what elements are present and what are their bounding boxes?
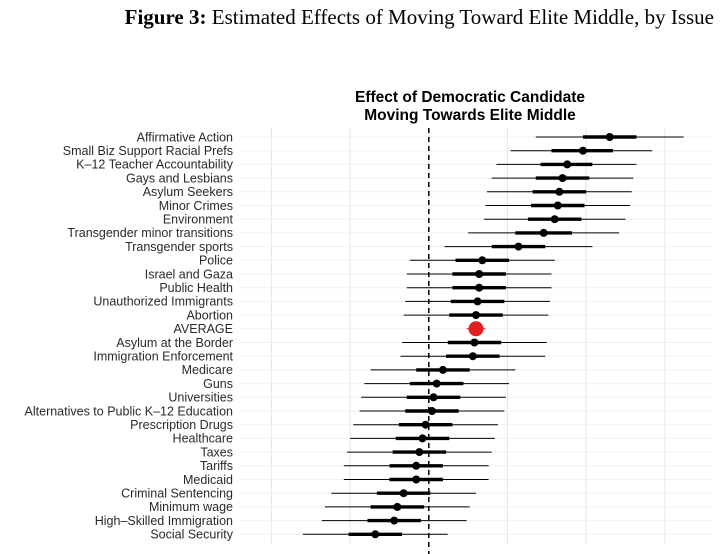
issue-label: AVERAGE: [173, 322, 233, 336]
chart-title: Effect of Democratic Candidate Moving To…: [355, 89, 585, 124]
issue-label: Social Security: [150, 528, 233, 542]
issue-label: Israel and Gaza: [145, 267, 233, 281]
point-estimate: [558, 174, 567, 183]
issue-estimate: [302, 530, 448, 539]
chart-title-line-1: Effect of Democratic Candidate: [355, 89, 585, 106]
issue-estimate: [359, 407, 505, 415]
figure-caption-text: Estimated Effects of Moving Toward Elite…: [211, 5, 714, 29]
issue-estimate: [321, 516, 467, 525]
issue-label: Healthcare: [173, 432, 233, 446]
issue-estimate: [402, 338, 547, 347]
point-estimate: [475, 283, 484, 292]
point-estimate: [539, 228, 548, 237]
point-estimate: [418, 434, 427, 443]
point-estimate: [427, 407, 436, 415]
point-estimate: [468, 352, 477, 361]
issue-estimate: [487, 187, 632, 196]
point-estimate: [514, 242, 523, 251]
issue-label: Immigration Enforcement: [93, 350, 233, 364]
issue-estimate: [496, 160, 637, 169]
issue-estimate: [406, 283, 552, 292]
issue-label: Asylum Seekers: [143, 185, 233, 199]
issue-label: Affirmative Action: [137, 130, 233, 144]
point-estimate: [470, 338, 479, 347]
issue-estimate: [483, 215, 626, 224]
point-estimate: [563, 160, 572, 169]
point-estimate: [393, 502, 402, 511]
issue-label: Guns: [203, 377, 233, 391]
chart-title-line-2: Moving Towards Elite Middle: [364, 107, 576, 124]
point-estimate: [432, 379, 441, 388]
point-estimate: [478, 256, 487, 265]
issue-label: Tariffs: [200, 459, 233, 473]
point-estimate: [475, 270, 484, 278]
issue-estimate: [535, 133, 684, 141]
issue-label: Prescription Drugs: [130, 418, 233, 432]
issue-estimate: [400, 352, 546, 361]
issue-estimate: [364, 379, 510, 388]
issue-estimate: [331, 489, 476, 498]
issue-estimate: [324, 502, 470, 511]
issue-label: Small Biz Support Racial Prefs: [63, 144, 233, 158]
issue-label: Criminal Sentencing: [121, 487, 233, 501]
issue-label: Abortion: [186, 308, 233, 322]
issue-label: Minor Crimes: [159, 199, 233, 213]
point-estimate: [605, 133, 614, 141]
point-estimate: [415, 448, 424, 457]
issue-estimate: [406, 270, 552, 278]
point-estimate: [553, 201, 562, 210]
issue-label: Police: [199, 254, 233, 268]
point-estimate: [412, 475, 421, 484]
issue-label: Alternatives to Public K–12 Education: [25, 404, 234, 418]
average-point: [468, 321, 484, 337]
issue-estimate: [343, 475, 489, 484]
issue-estimate: [409, 256, 555, 265]
issue-label: K–12 Teacher Accountability: [76, 158, 234, 172]
issue-estimate: [485, 201, 631, 210]
point-estimate: [578, 146, 587, 155]
issue-estimate: [346, 448, 492, 457]
issue-label: Medicare: [182, 363, 233, 377]
issue-label: Public Health: [159, 281, 233, 295]
figure-label: Figure 3:: [124, 5, 207, 29]
issue-label: Gays and Lesbians: [126, 171, 233, 185]
issue-estimate: [361, 393, 506, 402]
point-estimate: [473, 297, 482, 306]
issue-label: Asylum at the Border: [116, 336, 233, 350]
issue-estimate: [466, 321, 486, 337]
point-estimate: [412, 461, 421, 470]
point-estimate: [429, 393, 438, 402]
point-estimate: [472, 311, 480, 320]
issue-label: Taxes: [200, 445, 233, 459]
issue-estimate: [350, 434, 495, 443]
issue-estimate: [403, 311, 549, 320]
issue-label: Transgender sports: [125, 240, 233, 254]
issue-label: High–Skilled Immigration: [95, 514, 233, 528]
issue-estimate: [405, 297, 550, 306]
point-estimate: [550, 215, 559, 224]
point-estimate: [438, 365, 447, 374]
issue-estimate: [444, 242, 593, 251]
figure-caption: Figure 3: Estimated Effects of Moving To…: [125, 5, 714, 30]
point-estimate: [421, 420, 430, 429]
point-estimate: [390, 516, 399, 525]
point-estimate: [555, 187, 564, 196]
chart-marks: [302, 133, 684, 539]
issue-label: Minimum wage: [149, 500, 233, 514]
issue-estimate: [370, 365, 516, 374]
point-estimate: [371, 530, 380, 539]
point-estimate: [399, 489, 408, 498]
issue-label: Medicaid: [183, 473, 233, 487]
issue-estimate: [468, 228, 620, 237]
issue-label: Unauthorized Immigrants: [93, 295, 233, 309]
issue-estimate: [353, 420, 499, 429]
issue-estimate: [491, 174, 634, 183]
issue-label: Environment: [163, 213, 234, 227]
issue-estimate: [343, 461, 489, 470]
issue-estimate: [510, 146, 653, 155]
issue-label: Universities: [168, 391, 233, 405]
issue-label: Transgender minor transitions: [67, 226, 233, 240]
